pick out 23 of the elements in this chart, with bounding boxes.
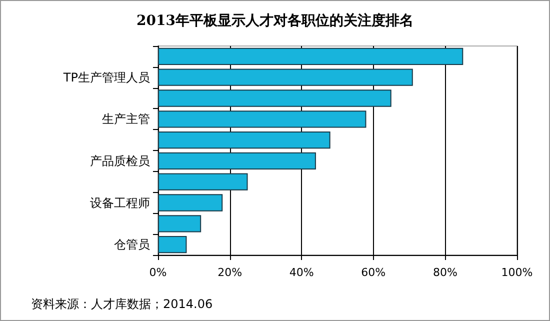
bar bbox=[158, 194, 223, 212]
x-tick-label: 100% bbox=[501, 266, 533, 279]
bar bbox=[158, 173, 248, 190]
bar bbox=[158, 48, 464, 66]
bar bbox=[158, 110, 366, 128]
x-tick-label: 40% bbox=[289, 266, 314, 279]
bar bbox=[158, 68, 413, 86]
bar bbox=[158, 90, 392, 107]
x-tick-label: 20% bbox=[218, 266, 242, 279]
bar bbox=[158, 131, 330, 149]
text: 资料来源：人才库数据；2014.06 bbox=[31, 297, 213, 311]
x-tick-label: 80% bbox=[432, 266, 458, 279]
bar bbox=[158, 152, 316, 170]
x-tick-label: 60% bbox=[361, 266, 386, 279]
y-tick-label: 设备工程师 bbox=[90, 196, 150, 210]
y-tick-label: 生产主管 bbox=[102, 112, 150, 126]
y-tick-label: 仓管员 bbox=[114, 238, 150, 252]
bar bbox=[158, 215, 202, 232]
x-tick-label: 0% bbox=[149, 266, 167, 279]
chart-title: 2013年平板显示人才对各职位的关注度排名 bbox=[136, 12, 414, 29]
bar bbox=[158, 236, 187, 254]
y-tick-label: TP生产管理人员 bbox=[62, 70, 150, 84]
y-tick-label: 产品质检员 bbox=[90, 154, 150, 168]
